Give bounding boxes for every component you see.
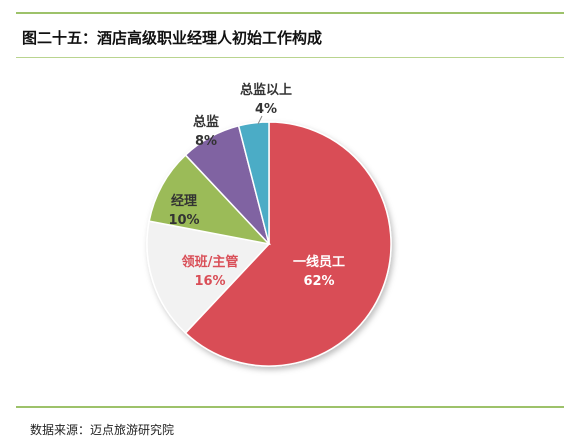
slice-value-director: 8% — [195, 134, 217, 149]
slice-value-front-line-staff: 62% — [303, 274, 334, 289]
slice-value-supervisor: 16% — [194, 274, 225, 289]
chart-title: 图二十五：酒店高级职业经理人初始工作构成 — [22, 29, 323, 47]
slice-label-above-director: 总监以上 — [240, 82, 292, 98]
slice-label-director: 总监 — [193, 114, 219, 130]
pie-slice-front-line-staff — [184, 121, 392, 367]
slice-value-above-director: 4% — [255, 102, 277, 117]
slice-label-supervisor: 领班/主管 — [182, 254, 239, 270]
data-source: 数据来源：迈点旅游研究院 — [30, 423, 175, 437]
title-divider — [16, 57, 564, 58]
slice-value-manager: 10% — [168, 213, 199, 228]
pie-slice-manager — [148, 154, 272, 246]
pie-slice-supervisor — [146, 220, 271, 334]
slice-label-manager: 经理 — [171, 193, 197, 209]
leader-line-above-director — [257, 115, 263, 125]
slice-label-front-line-staff: 一线员工 — [293, 254, 345, 270]
pie-slice-above-director — [237, 121, 270, 245]
bottom-rule — [16, 406, 564, 408]
top-rule — [16, 12, 564, 14]
